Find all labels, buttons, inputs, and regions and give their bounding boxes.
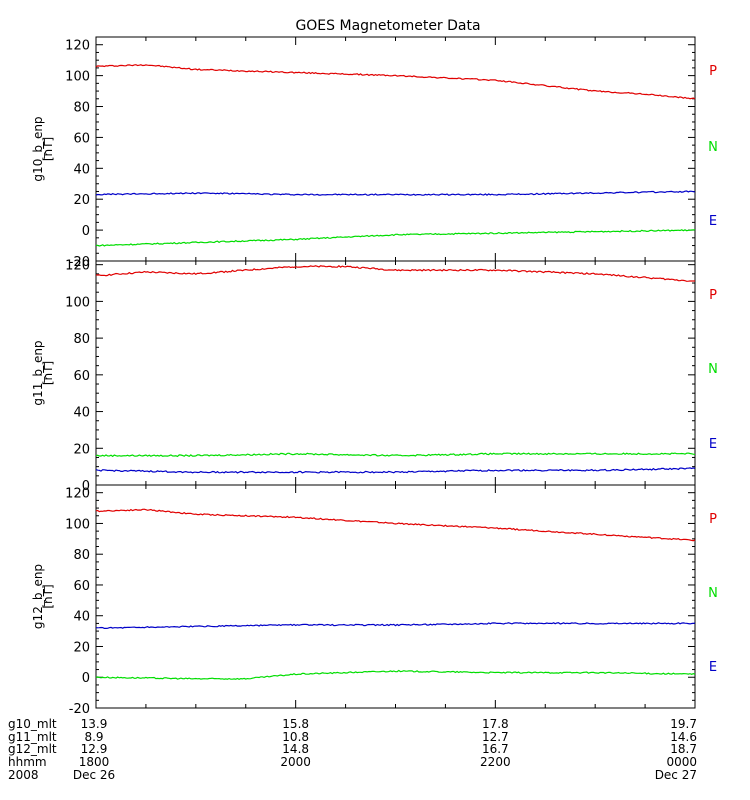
series-p-line [95,64,696,100]
time-row-value: Dec 27 [655,768,697,782]
y-tick-label: 80 [73,548,90,563]
y-tick-label: 20 [73,640,90,655]
time-row-value: Dec 26 [73,768,115,782]
series-e-line [95,190,696,196]
time-row-value: 2200 [480,755,511,769]
series-n-line [95,229,696,247]
panel-2: 0 20 40 60 80 100 120 g11_b_enp[nT] P N E [31,259,718,494]
series-p-line [96,265,695,282]
y-axis-unit: [nT] [41,584,55,608]
panel-frame [95,260,696,486]
time-row-value: 10.8 [282,730,309,744]
time-row-label: g10_mlt [8,717,57,731]
panels: -20020406080100120g10_b_enp[nT]PNE020406… [31,36,718,717]
y-tick-label: 60 [73,369,90,384]
series-p-label: P [709,512,717,527]
time-row-label: hhmm [8,755,47,769]
y-tick-label: 80 [73,332,90,347]
time-row-value: 18.7 [670,742,697,756]
series-p-label: P [709,64,717,79]
time-row-value: 17.8 [482,717,509,731]
series-n-label: N [708,362,718,377]
y-tick-label: 0 [82,479,90,494]
y-tick-label: 40 [73,406,90,421]
y-tick-label: -20 [69,255,90,270]
chart-title: GOES Magnetometer Data [295,18,480,34]
y-tick-label: 20 [73,193,90,208]
series-n-line [95,669,696,680]
y-tick-label: 0 [82,224,90,239]
time-row-value: 16.7 [482,742,509,756]
time-row-value: 14.6 [670,730,697,744]
time-row-label: g11_mlt [8,730,57,744]
y-tick-label: 80 [73,101,90,116]
y-axis-unit: [nT] [41,361,55,385]
y-tick-label: 100 [65,70,90,85]
time-row-label: 2008 [8,768,39,782]
series-n-label: N [708,140,718,155]
panel-frame [95,36,696,262]
y-tick-label: 40 [73,162,90,177]
series-e-line [95,622,696,629]
y-tick-label: 120 [65,39,90,54]
series-e-line [95,467,696,474]
y-axis-label: g10_b_enp [31,116,45,181]
y-axis-label: g12_b_enp [31,564,45,629]
y-tick-label: 60 [73,131,90,146]
panel-1: -20 0 20 40 60 80 100 120 g10_b_enp[nT] P N E [31,36,718,270]
y-tick-label: 100 [65,517,90,532]
time-row-value: 0000 [666,755,697,769]
y-tick-label: -20 [69,702,90,717]
time-row-value: 12.9 [81,742,108,756]
time-row-value: 12.7 [482,730,509,744]
series-e-label: E [709,214,717,229]
series-e-label: E [709,660,717,675]
time-row-value: 8.9 [84,730,103,744]
time-row-value: 2000 [280,755,311,769]
time-row-value: 19.7 [670,717,697,731]
y-axis-label: g11_b_enp [31,340,45,405]
y-tick-label: 0 [82,671,90,686]
time-axis-labels: g10_mlt 13.9 15.8 17.8 19.7 g11_mlt 8.9 10.8 12.… [8,717,697,782]
y-tick-label: 100 [65,295,90,310]
y-axis-unit: [nT] [41,137,55,161]
y-tick-label: 120 [65,259,90,274]
panel-frame [95,484,696,709]
series-p-line [95,508,696,542]
time-row-value: 14.8 [282,742,309,756]
series-n-line [95,452,696,458]
series-n-label: N [708,586,718,601]
y-tick-label: 40 [73,610,90,625]
time-row-value: 13.9 [81,717,108,731]
series-p-label: P [709,288,717,303]
time-row-label: g12_mlt [8,742,57,756]
panel-3: -20 0 20 40 60 80 100 120 g12_b_enp[nT] P N E [31,484,718,717]
time-row-value: 15.8 [282,717,309,731]
series-e-label: E [709,437,717,452]
time-row-value: 1800 [79,755,110,769]
y-tick-label: 60 [73,579,90,594]
y-tick-label: 20 [73,442,90,457]
y-tick-label: 120 [65,487,90,502]
